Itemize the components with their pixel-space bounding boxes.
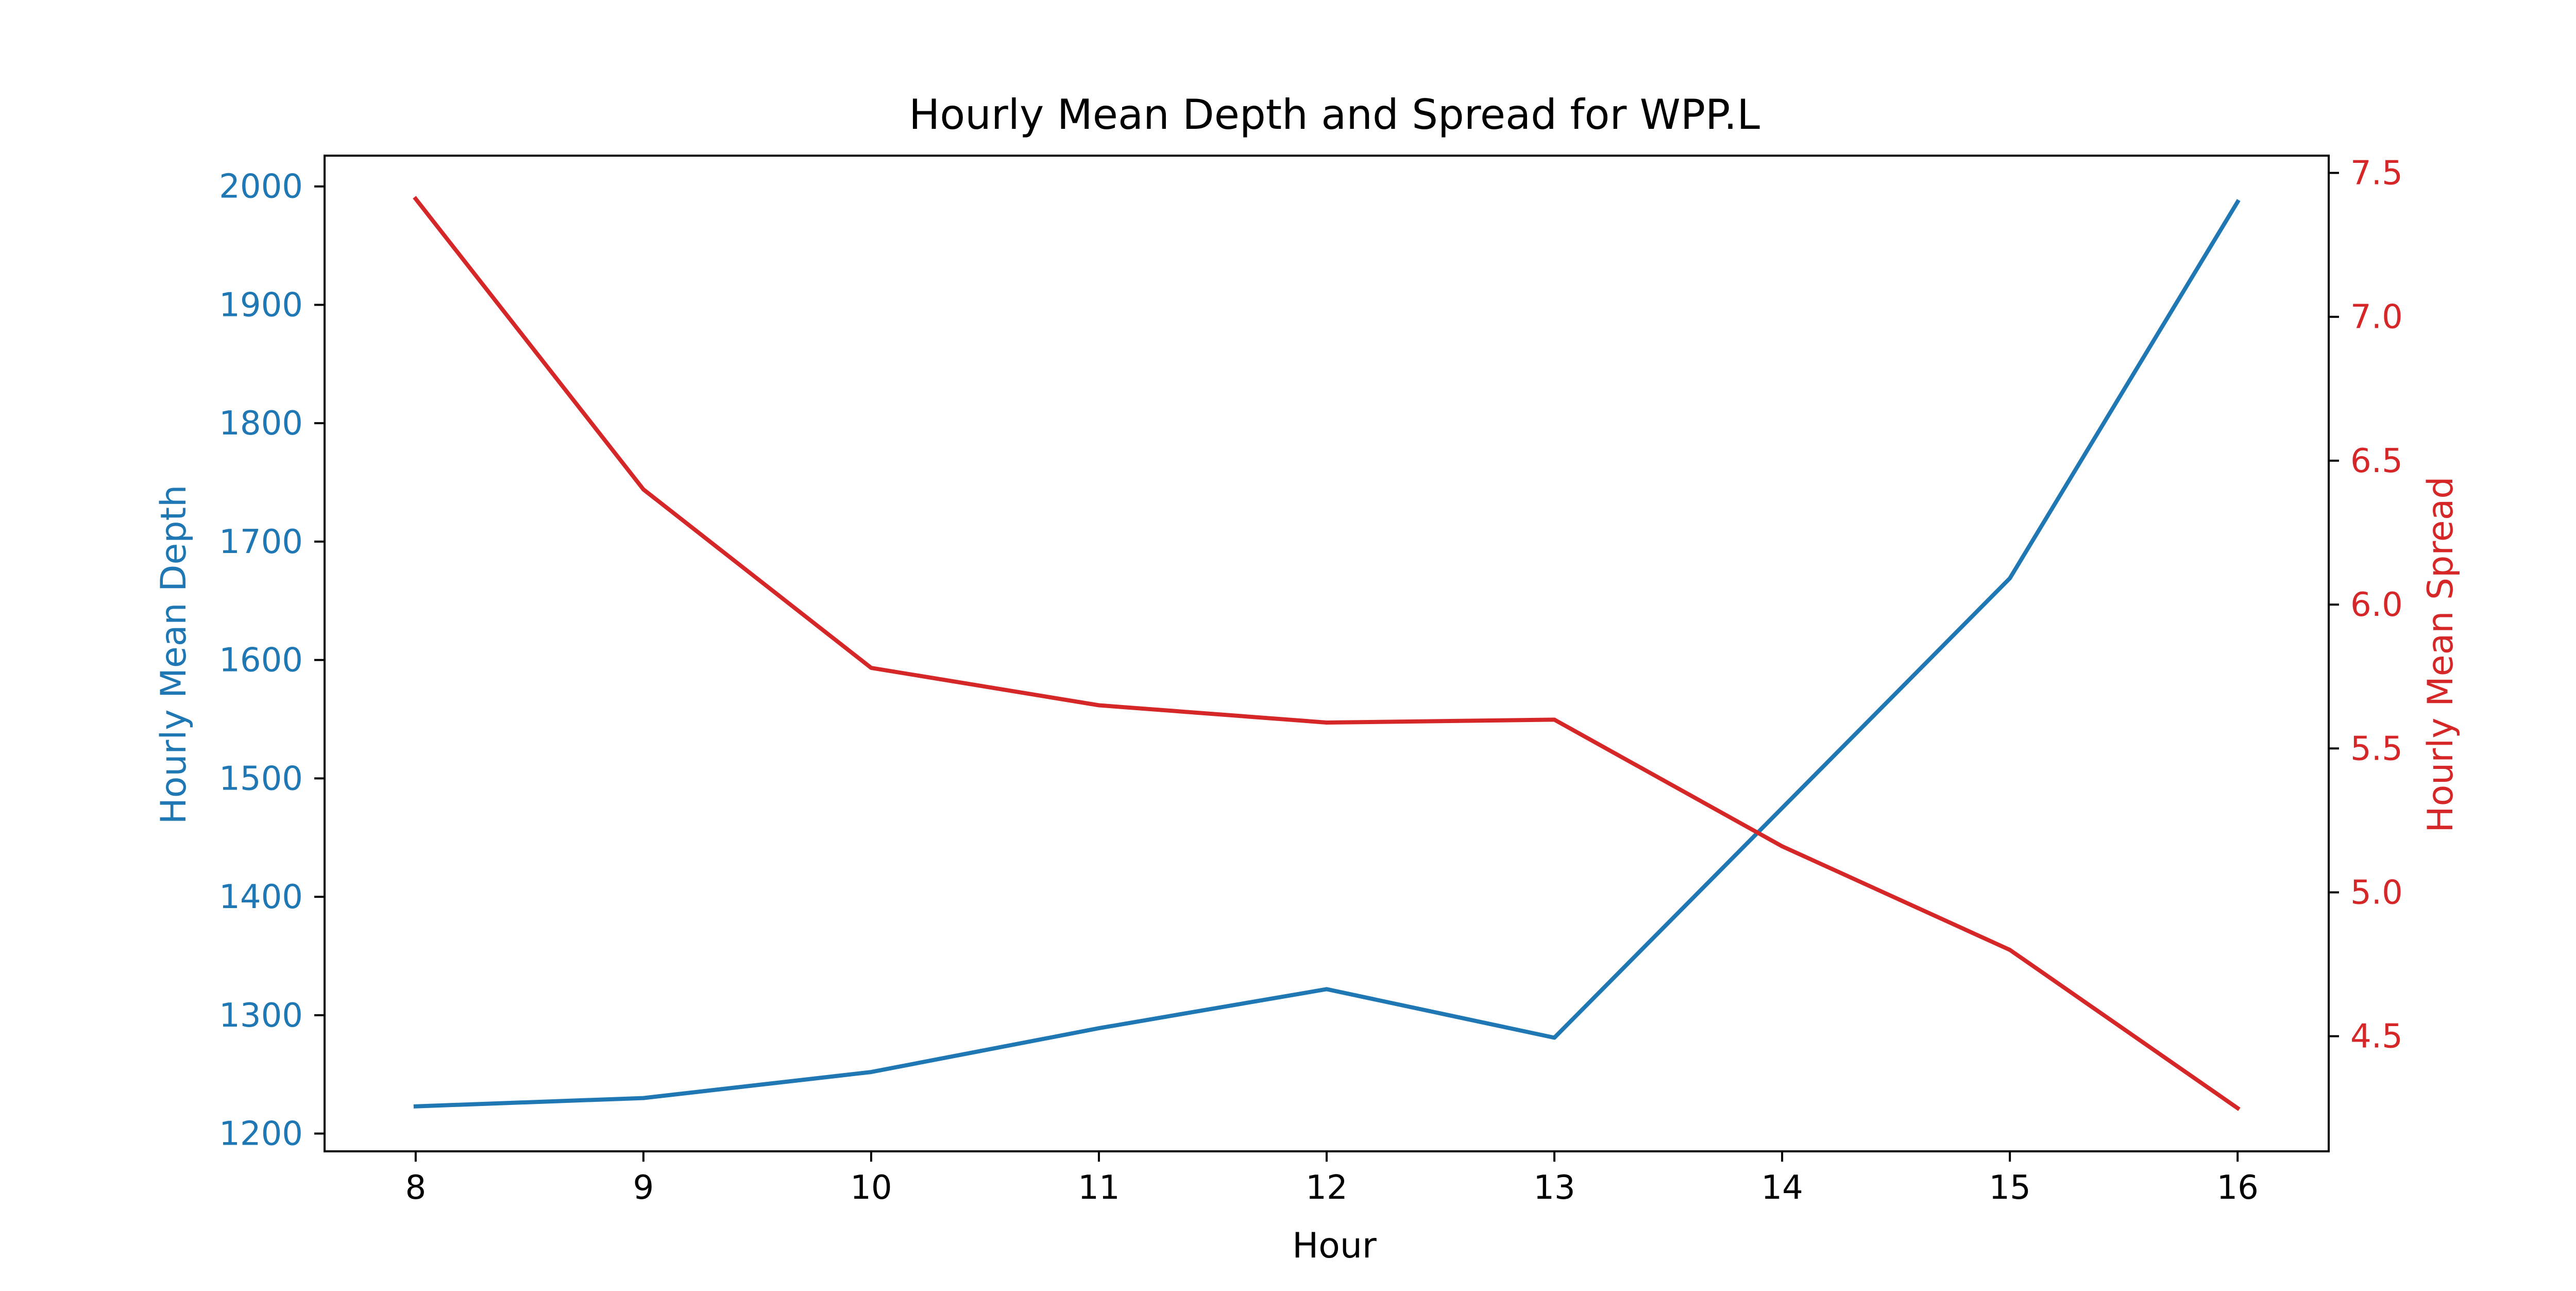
plot-frame: [324, 155, 2330, 1152]
x-tick-label: 10: [850, 1169, 892, 1207]
x-tick-label: 13: [1533, 1169, 1575, 1207]
x-tick-label: 8: [405, 1169, 426, 1207]
y-left-tick-label: 2000: [219, 168, 303, 206]
y-right-tick-label: 7.0: [2350, 298, 2403, 337]
spread-series-line: [413, 196, 2241, 1111]
y-left-tick-label: 1300: [219, 997, 303, 1035]
y-left-tick-label: 1200: [219, 1115, 303, 1153]
x-tick-label: 12: [1306, 1169, 1347, 1207]
y-right-tick-label: 6.5: [2350, 442, 2403, 480]
x-tick-label: 11: [1078, 1169, 1120, 1207]
plot-area: 8 9 10 11 12 13 14 15 16 1200 1300 1400 1500 1600 1700…: [219, 155, 2403, 1207]
y-axis-left-label: Hourly Mean Depth: [154, 485, 194, 825]
y-left-tick-label: 1400: [219, 878, 303, 916]
chart-title: Hourly Mean Depth and Spread for WPP.L: [909, 91, 1760, 139]
y-right-tick-label: 6.0: [2350, 586, 2403, 624]
y-right-tick-label: 4.5: [2350, 1018, 2403, 1056]
depth-series-line: [413, 199, 2241, 1109]
x-tick-label: 14: [1761, 1169, 1803, 1207]
y-left-tick-label: 1600: [219, 642, 303, 680]
y-left-tick-label: 1800: [219, 405, 303, 443]
y-left-tick-label: 1500: [219, 760, 303, 798]
x-tick-label: 15: [1989, 1169, 2030, 1207]
y-left-tick-label: 1700: [219, 523, 303, 561]
x-tick-label: 16: [2216, 1169, 2258, 1207]
y-right-tick-label: 5.0: [2350, 874, 2403, 912]
x-axis-label: Hour: [1292, 1226, 1377, 1266]
y-right-tick-label: 5.5: [2350, 730, 2403, 768]
y-right-tick-label: 7.5: [2350, 155, 2403, 193]
y-axis-right-label: Hourly Mean Spread: [2420, 477, 2461, 833]
x-tick-label: 9: [633, 1169, 654, 1207]
y-left-tick-label: 1900: [219, 286, 303, 324]
